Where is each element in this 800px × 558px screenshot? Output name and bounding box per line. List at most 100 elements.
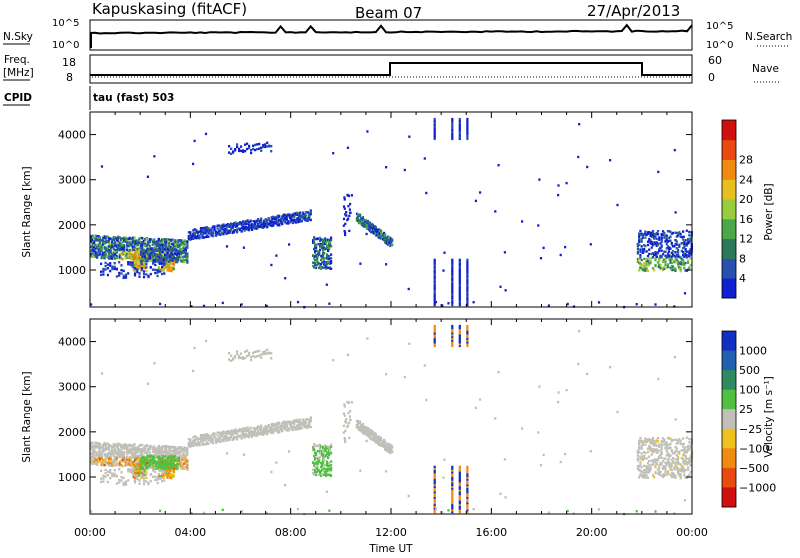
power-cell xyxy=(366,233,368,235)
power-cell xyxy=(268,145,270,147)
power-cell xyxy=(688,267,690,269)
power-cell xyxy=(643,248,645,250)
power-cell xyxy=(639,254,641,256)
power-cell xyxy=(385,263,387,265)
velocity-cell xyxy=(232,358,234,360)
power-cell xyxy=(328,247,330,249)
power-cell xyxy=(656,238,658,240)
power-cell xyxy=(250,220,252,222)
power-cell xyxy=(681,242,683,244)
power-cell xyxy=(564,246,566,248)
velocity-cell xyxy=(246,355,248,357)
nave-tick-low: 0 xyxy=(708,71,715,84)
power-cell xyxy=(685,262,687,264)
velocity-cell xyxy=(145,480,147,482)
power-cell xyxy=(676,240,678,242)
velocity-cell xyxy=(312,469,314,471)
velocity-cell xyxy=(101,457,103,459)
power-cell xyxy=(638,244,640,246)
power-cell xyxy=(408,136,410,138)
y-tick-label: 3000 xyxy=(58,174,86,187)
power-cell xyxy=(359,214,361,216)
velocity-cell xyxy=(321,473,323,475)
power-cell xyxy=(323,252,325,254)
velocity-cell xyxy=(116,482,118,484)
power-cell xyxy=(688,234,690,236)
power-cell xyxy=(442,269,444,271)
velocity-cell xyxy=(102,480,104,482)
power-cell xyxy=(118,274,120,276)
power-cell xyxy=(241,230,243,232)
velocity-cell xyxy=(157,461,159,463)
power-cell xyxy=(238,150,240,152)
power-cell xyxy=(435,301,437,303)
power-cell xyxy=(636,303,638,305)
velocity-cell xyxy=(186,459,188,461)
power-cell xyxy=(661,246,663,248)
power-cell xyxy=(667,266,669,268)
velocity-cell xyxy=(240,352,242,354)
power-cell xyxy=(475,200,477,202)
power-cell xyxy=(172,259,174,261)
power-cell xyxy=(686,251,688,253)
power-cell xyxy=(348,215,350,217)
velocity-cell xyxy=(177,467,179,469)
velocity-cell xyxy=(189,438,191,440)
power-cell xyxy=(361,220,363,222)
power-cell xyxy=(141,263,143,265)
velocity-cell xyxy=(145,465,147,467)
power-cell xyxy=(643,250,645,252)
velocity-cell xyxy=(310,418,312,420)
power-cell xyxy=(146,238,148,240)
power-cell xyxy=(260,150,262,152)
power-cell xyxy=(330,257,332,259)
power-cell xyxy=(343,205,345,207)
velocity-cell xyxy=(114,469,116,471)
velocity-cell xyxy=(105,469,107,471)
power-cell xyxy=(236,231,238,233)
power-cell xyxy=(324,257,326,259)
power-cell xyxy=(129,264,131,266)
power-cell xyxy=(207,236,209,238)
power-cell xyxy=(671,258,673,260)
velocity-cell xyxy=(230,360,232,362)
power-cell xyxy=(132,264,134,266)
power-cell xyxy=(424,157,426,159)
power-cell xyxy=(644,270,646,272)
velocity-cell xyxy=(100,478,102,480)
power-cell xyxy=(109,270,111,272)
power-cell xyxy=(644,231,646,233)
power-cell xyxy=(330,239,332,241)
power-cell xyxy=(639,230,641,232)
power-cell xyxy=(312,255,314,257)
power-cell xyxy=(234,149,236,151)
power-cell xyxy=(680,270,682,272)
velocity-cell xyxy=(110,457,112,459)
power-cell xyxy=(270,150,272,152)
power-cell xyxy=(675,211,677,213)
power-cell xyxy=(102,268,104,270)
velocity-cell xyxy=(173,471,175,473)
velocity-cell xyxy=(149,464,151,466)
power-cell xyxy=(116,268,118,270)
power-cell xyxy=(186,246,188,248)
power-cell xyxy=(163,269,165,271)
velocity-cell xyxy=(120,471,122,473)
velocity-cell xyxy=(167,459,169,461)
velocity-cell xyxy=(109,472,111,474)
power-cell xyxy=(186,241,188,243)
power-cell xyxy=(173,264,175,266)
velocity-cell xyxy=(145,473,147,475)
velocity-cell xyxy=(258,350,260,352)
power-cell xyxy=(150,273,152,275)
velocity-cell xyxy=(165,467,167,469)
velocity-cell xyxy=(134,443,136,445)
power-cell xyxy=(104,257,106,259)
power-cell xyxy=(451,118,453,120)
power-cell xyxy=(505,289,507,291)
power-cell xyxy=(159,270,161,272)
power-cell xyxy=(330,237,332,239)
power-cell xyxy=(666,236,668,238)
power-cell xyxy=(110,250,112,252)
power-cell xyxy=(154,264,156,266)
